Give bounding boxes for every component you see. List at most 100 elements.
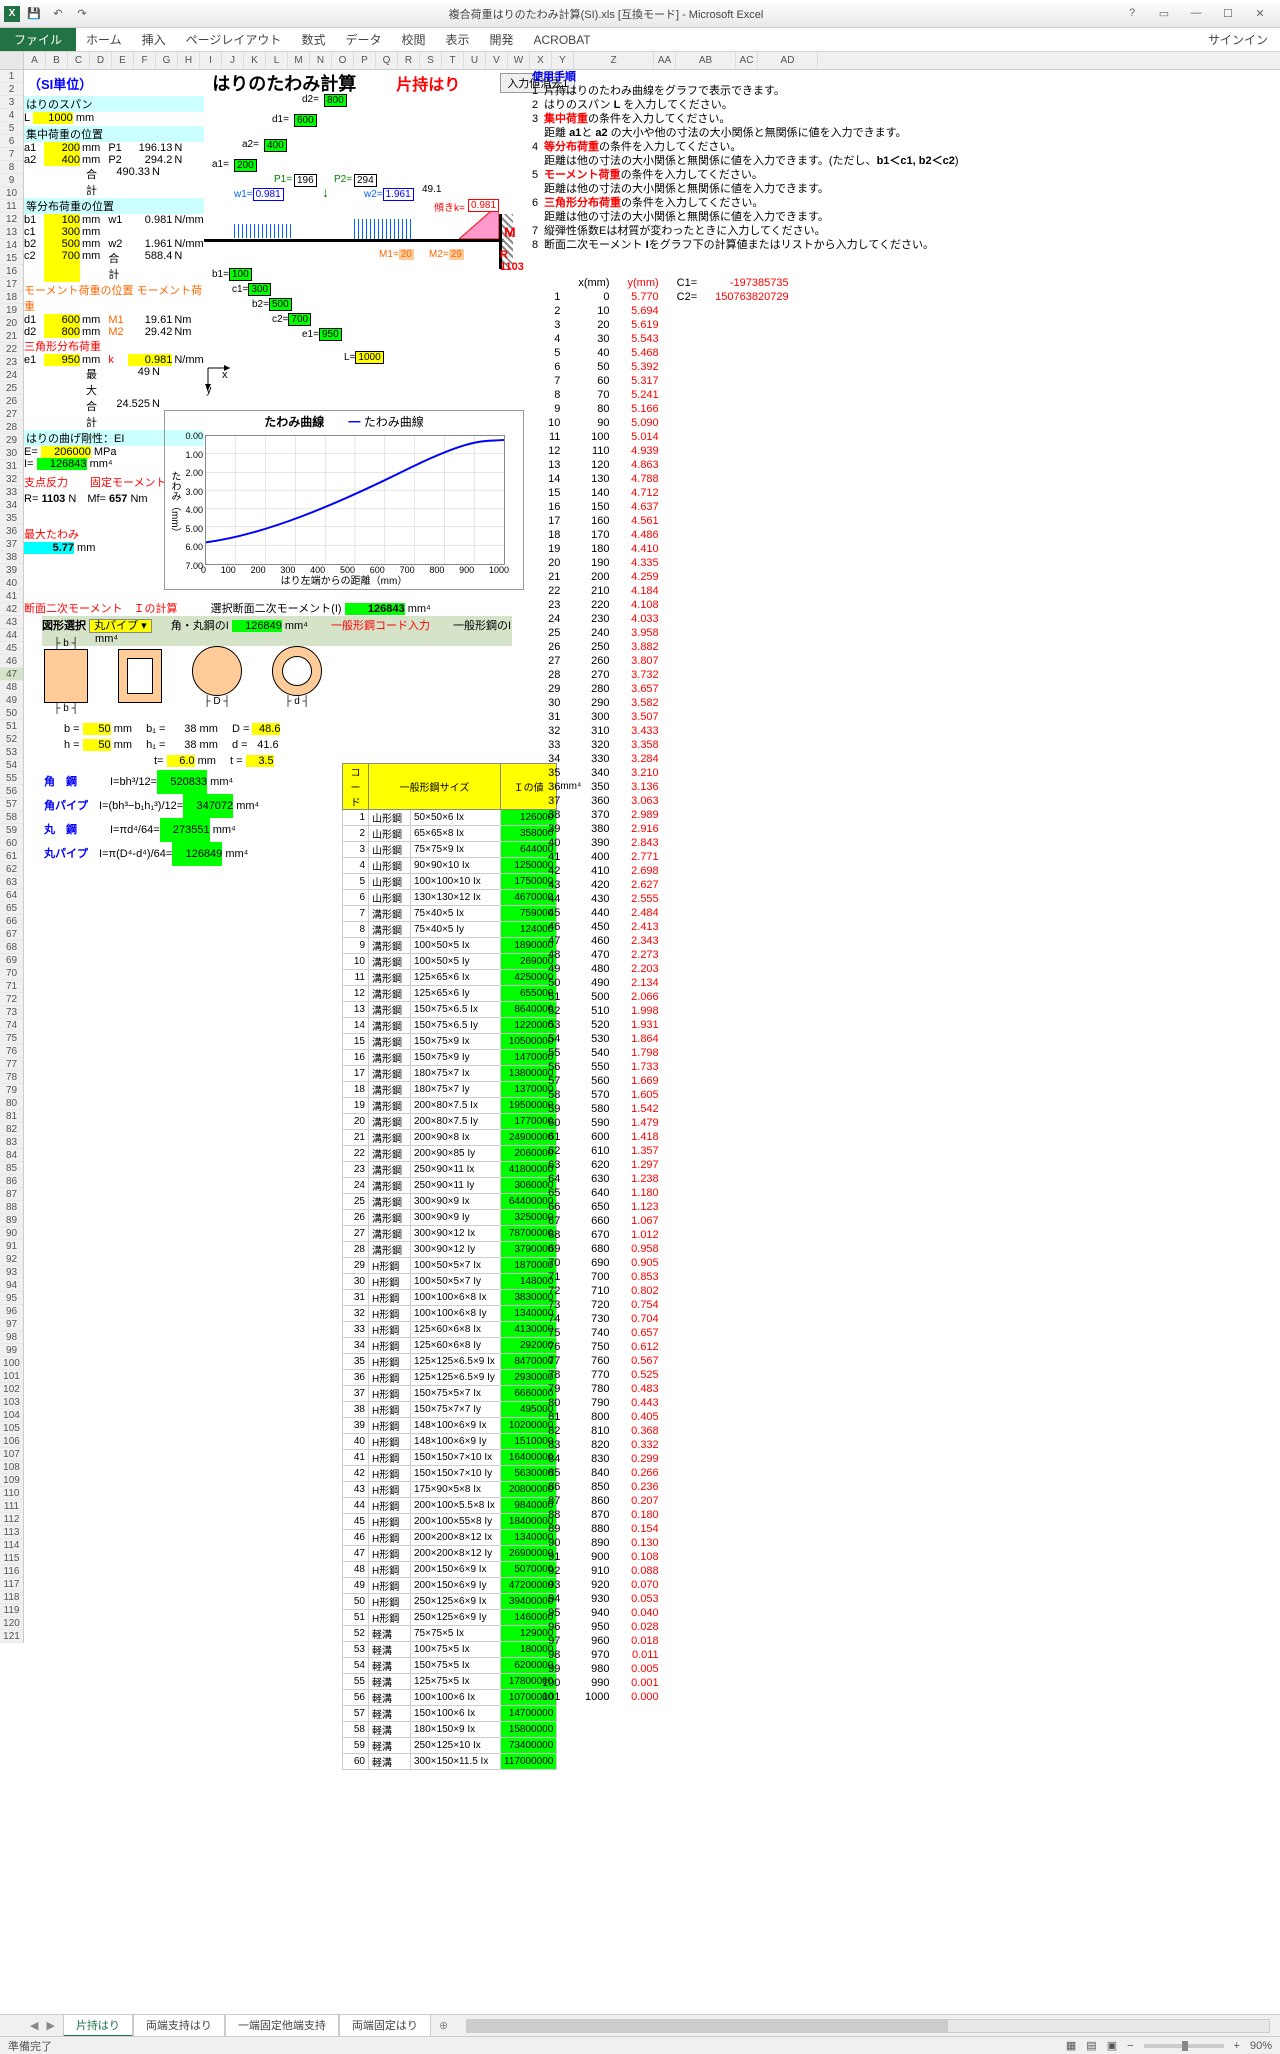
dim-h[interactable]: 50 xyxy=(83,739,111,751)
row-header[interactable]: 27 xyxy=(0,408,23,421)
row-header[interactable]: 97 xyxy=(0,1318,23,1331)
row-header[interactable]: 59 xyxy=(0,824,23,837)
column-header[interactable]: N xyxy=(310,52,332,69)
b1-value[interactable]: 100 xyxy=(44,214,80,226)
row-header[interactable]: 100 xyxy=(0,1357,23,1370)
column-header[interactable]: I xyxy=(200,52,222,69)
column-header[interactable]: V xyxy=(486,52,508,69)
row-header[interactable]: 73 xyxy=(0,1006,23,1019)
column-header[interactable]: G xyxy=(156,52,178,69)
row-header[interactable]: 85 xyxy=(0,1162,23,1175)
row-header[interactable]: 68 xyxy=(0,941,23,954)
row-header[interactable]: 64 xyxy=(0,889,23,902)
row-header[interactable]: 103 xyxy=(0,1396,23,1409)
select-all-corner[interactable] xyxy=(0,52,24,69)
row-header[interactable]: 81 xyxy=(0,1110,23,1123)
zoom-slider[interactable] xyxy=(1144,2044,1224,2048)
row-header[interactable]: 39 xyxy=(0,564,23,577)
row-header[interactable]: 93 xyxy=(0,1266,23,1279)
row-header[interactable]: 107 xyxy=(0,1448,23,1461)
row-header[interactable]: 78 xyxy=(0,1071,23,1084)
row-header[interactable]: 76 xyxy=(0,1045,23,1058)
column-header[interactable]: C xyxy=(68,52,90,69)
row-header[interactable]: 25 xyxy=(0,382,23,395)
row-header[interactable]: 94 xyxy=(0,1279,23,1292)
row-header[interactable]: 70 xyxy=(0,967,23,980)
e1-value[interactable]: 950 xyxy=(44,354,80,366)
new-sheet-icon[interactable]: ⊕ xyxy=(431,2017,456,2034)
redo-icon[interactable]: ↷ xyxy=(72,4,92,24)
file-tab[interactable]: ファイル xyxy=(0,28,76,51)
row-header[interactable]: 86 xyxy=(0,1175,23,1188)
ribbon-options-icon[interactable]: ▭ xyxy=(1152,7,1176,20)
row-header[interactable]: 19 xyxy=(0,304,23,317)
column-header[interactable]: AC xyxy=(736,52,758,69)
row-header[interactable]: 87 xyxy=(0,1188,23,1201)
row-header[interactable]: 3 xyxy=(0,96,23,109)
column-header[interactable]: P xyxy=(354,52,376,69)
column-header[interactable]: K xyxy=(244,52,266,69)
column-header[interactable]: F xyxy=(134,52,156,69)
undo-icon[interactable]: ↶ xyxy=(48,4,68,24)
column-header[interactable]: D xyxy=(90,52,112,69)
zoom-out-icon[interactable]: − xyxy=(1127,2040,1133,2052)
row-header[interactable]: 75 xyxy=(0,1032,23,1045)
save-icon[interactable]: 💾 xyxy=(24,4,44,24)
row-header[interactable]: 110 xyxy=(0,1487,23,1500)
row-header[interactable]: 20 xyxy=(0,317,23,330)
row-header[interactable]: 71 xyxy=(0,980,23,993)
row-header[interactable]: 115 xyxy=(0,1552,23,1565)
column-header[interactable]: A xyxy=(24,52,46,69)
row-header[interactable]: 16 xyxy=(0,265,23,278)
row-header[interactable]: 8 xyxy=(0,161,23,174)
row-header[interactable]: 66 xyxy=(0,915,23,928)
row-header[interactable]: 112 xyxy=(0,1513,23,1526)
row-header[interactable]: 119 xyxy=(0,1604,23,1617)
row-header[interactable]: 72 xyxy=(0,993,23,1006)
sheet-tab[interactable]: 片持はり xyxy=(63,2014,133,2037)
ribbon-tab[interactable]: 数式 xyxy=(291,29,335,51)
row-header[interactable]: 106 xyxy=(0,1435,23,1448)
row-header[interactable]: 96 xyxy=(0,1305,23,1318)
row-header[interactable]: 114 xyxy=(0,1539,23,1552)
a2-value[interactable]: 400 xyxy=(44,154,80,166)
column-header[interactable]: B xyxy=(46,52,68,69)
row-header[interactable]: 95 xyxy=(0,1292,23,1305)
row-header[interactable]: 65 xyxy=(0,902,23,915)
column-header[interactable]: O xyxy=(332,52,354,69)
row-header[interactable]: 91 xyxy=(0,1240,23,1253)
d2-value[interactable]: 800 xyxy=(44,326,80,338)
ribbon-tab[interactable]: 表示 xyxy=(435,29,479,51)
row-header[interactable]: 62 xyxy=(0,863,23,876)
row-header[interactable]: 105 xyxy=(0,1422,23,1435)
row-header[interactable]: 29 xyxy=(0,434,23,447)
row-header[interactable]: 56 xyxy=(0,785,23,798)
row-header[interactable]: 45 xyxy=(0,642,23,655)
row-header[interactable]: 13 xyxy=(0,226,23,239)
row-header[interactable]: 38 xyxy=(0,551,23,564)
row-header[interactable]: 54 xyxy=(0,759,23,772)
column-header[interactable]: U xyxy=(464,52,486,69)
row-header[interactable]: 21 xyxy=(0,330,23,343)
column-header[interactable]: M xyxy=(288,52,310,69)
row-header[interactable]: 104 xyxy=(0,1409,23,1422)
ribbon-tab[interactable]: ホーム xyxy=(76,29,132,51)
row-header[interactable]: 37 xyxy=(0,538,23,551)
column-header[interactable]: T xyxy=(442,52,464,69)
column-header[interactable]: S xyxy=(420,52,442,69)
row-header[interactable]: 35 xyxy=(0,512,23,525)
row-header[interactable]: 40 xyxy=(0,577,23,590)
column-header[interactable]: Z xyxy=(574,52,654,69)
maximize-icon[interactable]: ☐ xyxy=(1216,7,1240,20)
row-header[interactable]: 17 xyxy=(0,278,23,291)
row-header[interactable]: 61 xyxy=(0,850,23,863)
row-header[interactable]: 63 xyxy=(0,876,23,889)
ribbon-tab[interactable]: 校閲 xyxy=(391,29,435,51)
row-header[interactable]: 79 xyxy=(0,1084,23,1097)
dim-D[interactable]: 48.6 xyxy=(252,723,280,735)
row-header[interactable]: 14 xyxy=(0,239,23,252)
row-header[interactable]: 23 xyxy=(0,356,23,369)
dim-t[interactable]: 6.0 xyxy=(167,755,195,767)
sheet-nav-next-icon[interactable]: ▶ xyxy=(46,2019,54,2032)
row-header[interactable]: 31 xyxy=(0,460,23,473)
